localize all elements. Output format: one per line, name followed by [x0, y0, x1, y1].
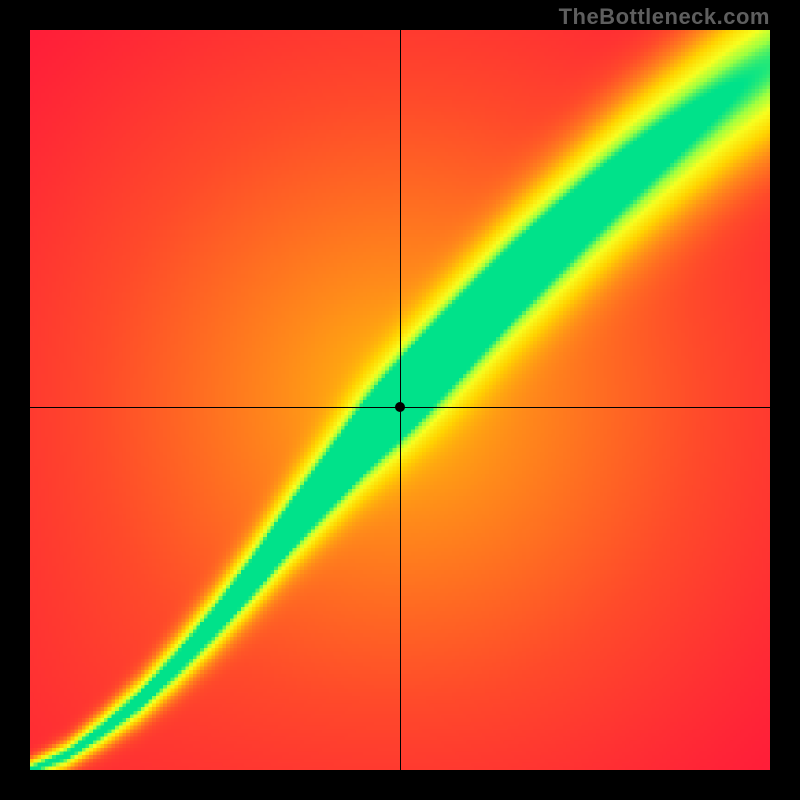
- watermark-text: TheBottleneck.com: [559, 4, 770, 30]
- chart-frame: TheBottleneck.com: [0, 0, 800, 800]
- crosshair-point: [395, 402, 405, 412]
- heatmap-plot: [30, 30, 770, 770]
- crosshair-vertical: [400, 30, 401, 770]
